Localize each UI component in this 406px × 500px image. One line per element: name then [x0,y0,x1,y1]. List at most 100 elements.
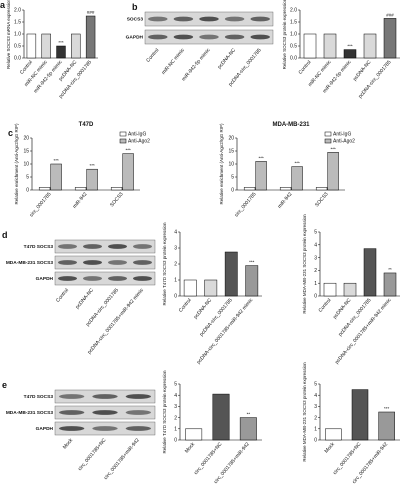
blot-band [58,244,77,249]
significance-label: *** [249,260,255,265]
y-tick-label: 2 [174,262,177,268]
blot-band [83,260,102,265]
bar [243,187,256,191]
y-tick-label: 5 [26,175,29,181]
panel-label: a [0,0,6,10]
significance-label: *** [347,44,353,49]
x-tick-label: miR-942 [72,191,89,209]
blot-lane-label: miR-NC mimic [161,47,187,76]
legend-label: Anti-IgG [128,132,146,138]
bar [38,187,51,191]
bar [85,15,96,59]
y-axis-label: Relative SOCS3 protein expression [282,0,287,69]
bar [279,187,292,191]
y-axis-label: Relative T47D SOCS3 protein expression [162,222,167,305]
bar [378,411,395,441]
bar [41,33,51,59]
blot-band [125,426,151,431]
y-tick-label: 2.0 [14,8,21,14]
x-tick-label: Control [318,297,333,313]
blot-band [108,276,127,281]
blot-band [199,16,219,22]
y-tick-label: 0 [174,294,177,300]
y-axis-label: Relative enrichment (Anti-Ago2/IgG RIP) [14,123,19,205]
bar [343,49,357,59]
blot-row-label: MDA-MB-231 SOCS3 [6,410,54,416]
y-tick-label: 0.0 [290,56,297,62]
blot-strip [54,239,156,254]
y-tick-label: 0 [314,438,317,444]
x-tick-label: SOCS3 [314,191,330,208]
bar [71,33,81,59]
blot-band [58,260,77,265]
y-tick-label: 1 [174,427,177,433]
y-tick-label: 4 [174,230,177,236]
y-tick-label: 0.5 [14,44,21,50]
x-tick-label: circ_0001785 [29,191,53,218]
y-tick-label: 2 [314,415,317,421]
y-tick-label: 5 [314,230,317,236]
y-tick-label: 1.5 [290,20,297,26]
bar [245,265,259,297]
panel-label: e [2,380,7,390]
y-tick-label: 0 [26,188,29,194]
legend-label: Anti-Ago2 [128,139,150,145]
bar [239,417,257,441]
y-tick-label: 1 [174,278,177,284]
blot-lane-label: circ_0001785+miR-942 [103,437,141,481]
y-tick-label: 5 [314,382,317,388]
blot-lane-label: pcDNA-NC [217,47,238,70]
blot-lane-label: Control [55,287,70,303]
y-tick-label: 20 [228,136,234,142]
y-tick-label: 3 [174,404,177,410]
bar [56,45,66,59]
y-tick-label: 2.0 [290,8,297,14]
y-axis-label: Relative SOCS3 mRNA expression [6,0,11,69]
significance-label: ### [87,10,95,15]
y-axis-label: Relative MDA-MB-231 SOCS3 protein expres… [302,214,307,314]
legend-swatch [324,131,332,137]
blot-band [148,16,168,22]
blot-band [148,34,168,40]
significance-label: ** [388,267,392,272]
panel-label: b [132,2,138,12]
bar [26,33,37,59]
legend-label: Anti-IgG [333,132,351,138]
blot-lane-label: pcDNA-circ_0001785+miR-942 mimic [87,287,146,355]
blot-band [92,394,118,399]
blot-band [58,426,85,431]
y-axis-label: Relative enrichment (Anti-Ago2/IgG RIP) [219,123,224,205]
bar [204,279,218,297]
x-tick-label: Mock [184,441,197,454]
blot-band [133,244,152,249]
blot-band [125,394,151,399]
bar [383,272,397,297]
y-tick-label: 4 [314,243,317,249]
y-tick-label: 0 [314,294,317,300]
blot-row-label: T47D SOCS3 [24,244,54,250]
y-tick-label: 1.0 [14,32,21,38]
blot-strip [54,255,156,270]
blot-row-label: SOCS3 [127,17,144,23]
x-tick-label: circ_0001785+NC [332,441,363,476]
y-tick-label: 20 [23,136,29,142]
x-tick-label: circ_0001785 [234,191,258,218]
blot-band [224,16,245,22]
blot-row-label: GAPDH [126,35,144,41]
bar [323,33,337,59]
significance-label: ### [386,12,394,17]
y-tick-label: 0 [231,188,234,194]
significance-label: *** [330,146,336,151]
bar [74,187,87,191]
chart-title: T47D [79,122,94,128]
y-axis-label: Relative T47D SOCS3 protein expression [162,370,167,453]
blot-band [125,410,151,415]
y-tick-label: 1.0 [290,32,297,38]
blot-lane-label: miR-942-5p mimic [181,47,212,82]
y-tick-label: 4 [174,393,177,399]
panel-label: d [2,230,8,240]
blot-band [92,426,118,431]
significance-label: *** [58,40,64,45]
blot-row-label: GAPDH [36,276,54,282]
